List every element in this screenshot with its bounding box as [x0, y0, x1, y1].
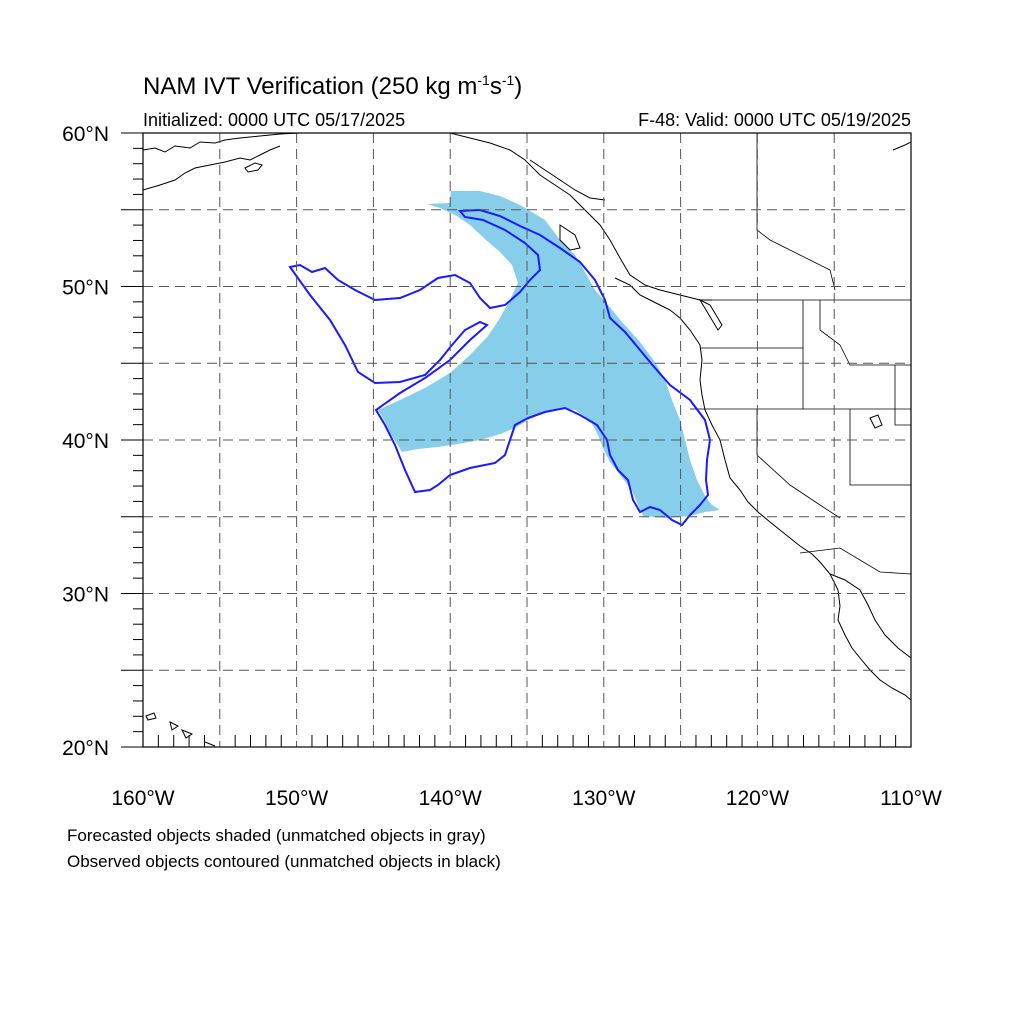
graticule — [143, 133, 911, 747]
lon-label: 160°W — [111, 787, 174, 810]
lat-label: 30°N — [62, 584, 109, 607]
political-boundaries — [690, 133, 911, 575]
footnote-forecast: Forecasted objects shaded (unmatched obj… — [67, 826, 486, 845]
lon-label: 130°W — [572, 787, 635, 810]
forecast-ivt-object — [378, 191, 720, 518]
lon-label: 120°W — [726, 787, 789, 810]
lon-label: 110°W — [880, 787, 942, 810]
footnote-observed: Observed objects contoured (unmatched ob… — [67, 852, 501, 871]
lon-label: 150°W — [265, 787, 328, 810]
lon-label: 140°W — [419, 787, 482, 810]
observed-ivt-contours — [288, 208, 712, 527]
lat-label: 40°N — [62, 430, 109, 453]
lat-label: 20°N — [62, 737, 109, 760]
lat-label: 50°N — [62, 277, 109, 300]
valid-time-label: F-48: Valid: 0000 UTC 05/19/2025 — [638, 110, 911, 130]
coastline — [143, 133, 911, 747]
plot-title: NAM IVT Verification (250 kg m-1s-1) — [143, 72, 523, 100]
lat-label: 60°N — [62, 123, 109, 146]
initialized-label: Initialized: 0000 UTC 05/17/2025 — [143, 110, 406, 130]
